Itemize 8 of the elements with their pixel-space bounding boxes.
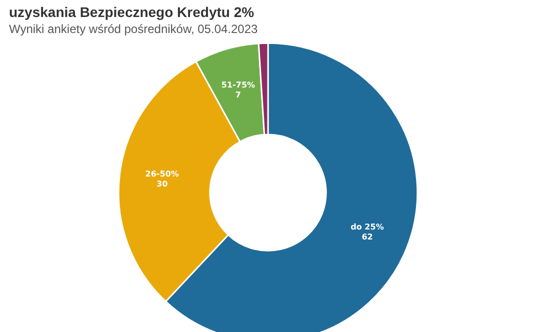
data-label: 7 (235, 90, 242, 100)
slice-label: 26-50% (145, 170, 179, 179)
data-label: 62 (362, 232, 373, 242)
chart-subtitle: Wyniki ankiety wśród pośredników, 05.04.2023 (9, 22, 258, 36)
data-label: 30 (156, 180, 168, 189)
slice-label: 51-75% (221, 80, 256, 90)
slice-label: do 25% (350, 222, 384, 232)
chart-title: uzyskania Bezpiecznego Kredytu 2% (9, 4, 255, 20)
